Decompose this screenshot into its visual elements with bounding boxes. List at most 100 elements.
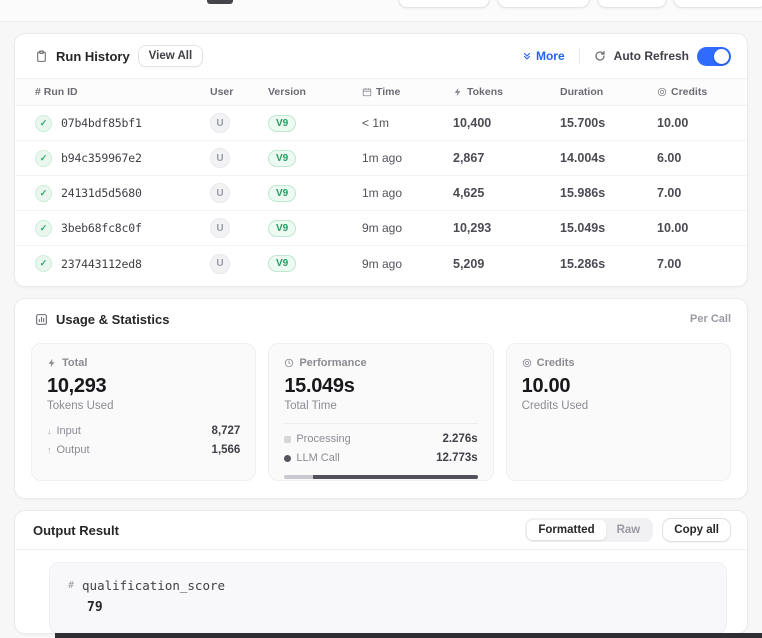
tokens-value: 10,293 [453,221,492,235]
toolbar-button-partial-1[interactable] [398,0,490,8]
toolbar-button-partial-3[interactable] [597,0,667,8]
table-row[interactable]: ✓ 237443112ed8 U V9 9m ago 5,209 15.286s … [15,246,747,281]
col-credits: Credits [657,86,727,98]
table-row[interactable]: ✓ b94c359967e2 U V9 1m ago 2,867 14.004s … [15,141,747,176]
divider [284,423,478,424]
duration-value: 14.004s [560,151,606,165]
success-check-icon: ✓ [35,114,52,132]
user-avatar: U [210,218,230,238]
total-tokens-subtitle: Tokens Used [47,400,114,412]
version-badge: V9 [268,255,297,272]
time-value: 1m ago [362,151,403,165]
tokens-value: 5,209 [453,256,485,271]
bottom-bar [55,633,762,638]
success-check-icon: ✓ [35,219,52,237]
total-time-subtitle: Total Time [284,400,337,412]
toolbar-button-partial-4[interactable] [673,0,762,8]
credits-subtitle: Credits Used [521,400,589,412]
duration-value: 15.049s [560,221,606,235]
lightning-icon [454,87,461,97]
credits-value: 6.00 [657,151,682,165]
run-id: 24131d5d5680 [61,186,142,200]
processing-value: 2.276s [442,433,478,445]
performance-card: Performance 15.049s Total Time Processin… [268,343,494,481]
version-badge: V9 [268,184,297,202]
success-check-icon: ✓ [35,149,52,167]
version-badge: V9 [268,219,297,237]
view-all-button[interactable]: View All [137,45,204,67]
table-row[interactable]: ✓ 24131d5d5680 U V9 1m ago 4,625 15.986s … [15,176,747,211]
user-avatar: U [210,253,230,274]
output-format-toggle: Formatted Raw [525,518,654,542]
total-tokens-value: 10,293 [47,375,107,397]
input-tokens-value: 8,727 [211,425,241,437]
credits-value: 7.00 [657,256,682,271]
run-id: b94c359967e2 [61,151,142,165]
run-id: 3beb68fc8c0f [61,221,142,235]
formatted-tab[interactable]: Formatted [527,520,606,540]
llm-bar [313,475,478,479]
table-row[interactable]: ✓ 07b4bdf85bf1 U V9 < 1m 10,400 15.700s 1… [15,106,747,141]
clock-icon [285,358,294,368]
duration-value: 15.986s [560,186,606,200]
output-label: Output [56,444,90,456]
table-header-row: # Run ID User Version Time Tokens Durati… [15,78,747,106]
time-value: 1m ago [362,186,403,200]
run-history-title: Run History [56,48,130,64]
run-id: 237443112ed8 [61,256,142,271]
col-version: Version [268,86,306,98]
success-check-icon: ✓ [35,255,52,272]
user-avatar: U [210,183,230,203]
col-tokens: Tokens [453,86,560,98]
time-value: 9m ago [362,221,403,235]
run-history-panel: Run History View All More Auto Refresh #… [14,33,748,287]
version-badge: V9 [268,149,297,167]
per-call-label: Per Call [690,313,731,325]
credits-label: Credits [536,357,575,369]
more-button[interactable]: More [522,49,565,63]
credits-value: 10.00 [657,116,689,130]
clipboard-history-icon [35,50,48,63]
output-tokens-value: 1,566 [211,444,241,456]
output-key: qualification_score [82,578,226,593]
col-duration: Duration [560,86,604,98]
output-result-panel: Output Result Formatted Raw Copy all # q… [14,510,748,634]
total-tokens-card: Total 10,293 Tokens Used ↓ Input 8,727 ↑ O… [31,343,257,481]
col-user: User [210,86,234,98]
tokens-value: 2,867 [453,151,485,165]
input-label: Input [56,425,81,437]
chart-icon [35,313,48,326]
run-id: 07b4bdf85bf1 [61,116,142,130]
processing-label: Processing [296,433,351,445]
processing-bar [284,475,314,479]
usage-statistics-panel: Usage & Statistics Per Call Total 10,293… [14,298,748,499]
output-result-title: Output Result [33,522,119,538]
chevrons-down-icon [523,52,531,60]
credits-card: Credits 10.00 Credits Used [505,343,731,481]
col-run-id: # Run ID [35,86,78,98]
number-type-icon: # [68,580,75,591]
arrow-down-icon: ↓ [47,426,52,436]
version-badge: V9 [268,114,297,132]
arrow-up-icon: ↑ [47,445,52,455]
time-value: < 1m [362,116,390,130]
calendar-icon [362,88,372,97]
copy-all-button[interactable]: Copy all [662,518,731,542]
tokens-value: 4,625 [453,186,485,200]
user-avatar: U [210,148,230,168]
coin-icon [522,358,531,368]
success-check-icon: ✓ [35,184,52,202]
llm-call-label: LLM Call [296,452,340,464]
toolbar-button-partial-2[interactable] [497,0,590,8]
raw-tab[interactable]: Raw [616,524,641,536]
auto-refresh-toggle[interactable] [697,46,731,66]
table-row[interactable]: ✓ 3beb68fc8c0f U V9 9m ago 10,293 15.049s… [15,211,747,246]
refresh-icon [594,50,606,62]
llm-call-value: 12.773s [436,452,478,464]
processing-bullet-icon [284,435,292,443]
lightning-icon [48,358,55,368]
top-indicator [207,0,233,4]
time-breakdown-bar [284,475,478,479]
time-value: 9m ago [362,256,403,271]
